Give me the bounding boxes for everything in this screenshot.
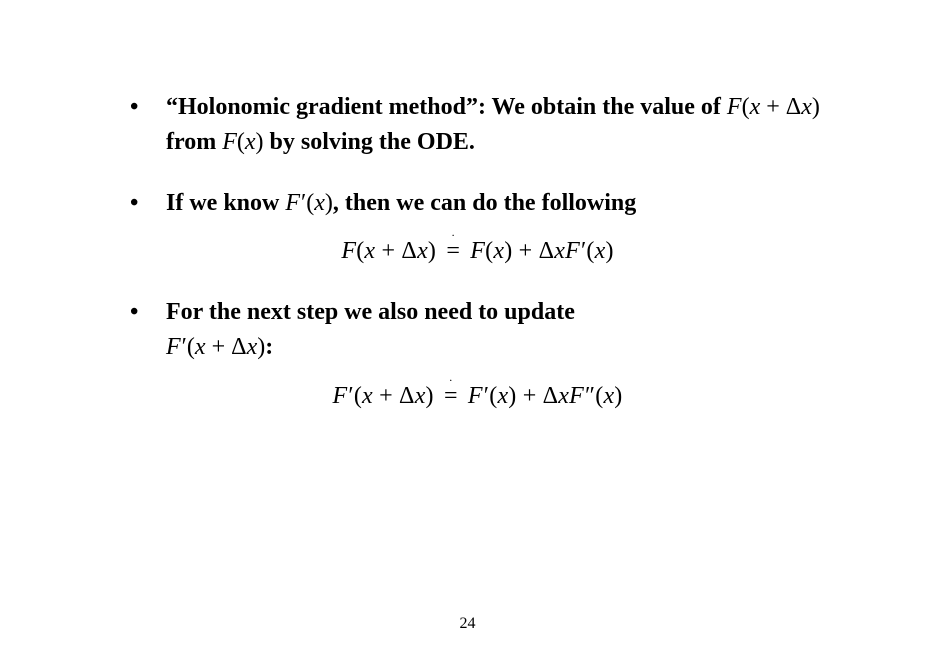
bullet-list: “Holonomic gradient method”: We obtain t… [130, 90, 825, 414]
item1-lead: “Holonomic gradient method”: We obtain t… [166, 94, 727, 120]
item1-expr1: F(x + Δx) [727, 94, 820, 120]
doteq-icon: .= [444, 379, 458, 414]
item2-lead: If we know [166, 190, 285, 216]
item3-equation: F′(x + Δx) .= F′(x) + ΔxF″(x) [130, 379, 825, 414]
bullet-item-3: For the next step we also need to update… [130, 295, 825, 413]
bullet-item-2: If we know F′(x), then we can do the fol… [130, 186, 825, 270]
page-number: 24 [0, 615, 935, 633]
item1-tail: by solving the ODE. [264, 129, 475, 155]
slide: “Holonomic gradient method”: We obtain t… [0, 0, 935, 661]
item3-tail: : [265, 334, 273, 360]
item2-tail: , then we can do the following [333, 190, 636, 216]
item1-mid: from [166, 129, 222, 155]
item1-expr2: F(x) [222, 129, 263, 155]
item2-equation: F(x + Δx) .= F(x) + ΔxF′(x) [130, 234, 825, 269]
bullet-item-1: “Holonomic gradient method”: We obtain t… [130, 90, 825, 160]
item3-expr: F′(x + Δx) [166, 334, 265, 360]
doteq-icon: .= [446, 234, 460, 269]
item3-lead: For the next step we also need to update [166, 299, 575, 325]
item2-expr: F′(x) [285, 190, 333, 216]
